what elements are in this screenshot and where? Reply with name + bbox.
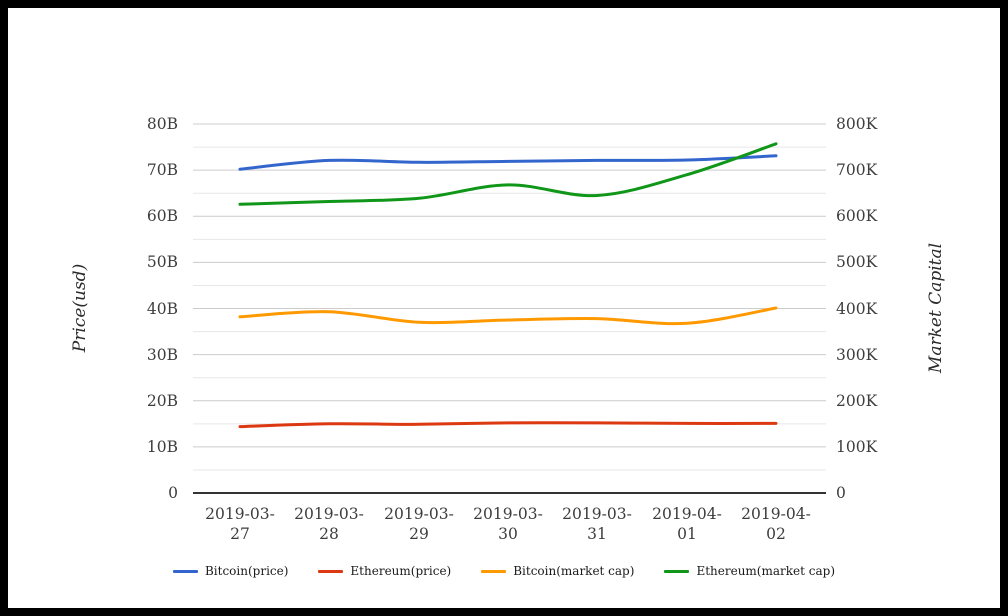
date-line1: 2019-03-: [562, 505, 632, 523]
x-axis-tick-2019-03-28: 2019-03- 28: [281, 504, 377, 544]
right-axis-tick-400k: 400K: [836, 299, 878, 318]
series-line-bitcoin-market-cap: [238, 306, 778, 326]
legend-swatch-ethereum-market-cap: [664, 569, 690, 573]
plot-area: [193, 123, 826, 494]
legend-label: Bitcoin(price): [204, 564, 289, 578]
date-line1: 2019-03-: [384, 505, 454, 523]
left-axis-tick-50b: 50B: [146, 253, 178, 272]
left-axis-tick-60b: 60B: [146, 207, 178, 226]
legend-label: Ethereum(market cap): [696, 564, 835, 578]
left-axis-tick-30b: 30B: [146, 345, 178, 364]
right-axis-tick-700k: 700K: [836, 161, 878, 180]
legend-item-ethereum-market-cap[interactable]: Ethereum(market cap): [664, 564, 835, 578]
legend-item-bitcoin-market-cap[interactable]: Bitcoin(market cap): [481, 564, 634, 578]
right-axis-tick-300k: 300K: [836, 345, 878, 364]
right-axis-tick-200k: 200K: [836, 391, 878, 410]
date-line2: 27: [230, 525, 250, 543]
date-line1: 2019-04-: [741, 505, 811, 523]
x-axis-tick-2019-03-29: 2019-03- 29: [371, 504, 467, 544]
date-line2: 02: [766, 525, 786, 543]
x-axis-tick-2019-03-30: 2019-03- 30: [460, 504, 556, 544]
series-line-ethereum-market-cap: [238, 142, 778, 206]
chart-page: 0 10B 20B 30B 40B 50B 60B 70B 80B 0 100K 200K 300K 4…: [8, 8, 1000, 608]
right-axis-tick-500k: 500K: [836, 253, 878, 272]
date-line1: 2019-03-: [205, 505, 275, 523]
x-axis-tick-2019-04-02: 2019-04- 02: [728, 504, 824, 544]
series-line-bitcoin-price: [238, 154, 778, 171]
left-axis-tick-20b: 20B: [146, 391, 178, 410]
right-axis-tick-0: 0: [836, 484, 846, 502]
series-line-ethereum-price: [238, 421, 778, 429]
chart-legend: Bitcoin(price) Ethereum(price) Bitcoin(mar…: [8, 564, 1000, 578]
legend-swatch-bitcoin-market-cap: [481, 569, 507, 573]
date-line2: 29: [409, 525, 429, 543]
left-axis-tick-80b: 80B: [146, 115, 178, 133]
legend-item-ethereum-price[interactable]: Ethereum(price): [318, 564, 451, 578]
left-axis-title: Price(usd): [70, 263, 90, 353]
legend-label: Bitcoin(market cap): [513, 564, 635, 578]
legend-item-bitcoin-price[interactable]: Bitcoin(price): [172, 564, 289, 578]
left-axis-tick-0: 0: [168, 484, 178, 502]
left-axis-tick-40b: 40B: [146, 299, 178, 318]
left-axis-tick-10b: 10B: [146, 437, 178, 456]
x-axis-tick-2019-03-27: 2019-03- 27: [192, 504, 288, 544]
date-line2: 28: [319, 525, 339, 543]
right-axis-tick-800k: 800K: [836, 115, 878, 133]
left-axis-tick-70b: 70B: [146, 161, 178, 180]
right-axis-title: Market Capital: [926, 242, 946, 374]
x-axis-tick-2019-03-31: 2019-03- 31: [549, 504, 645, 544]
date-line2: 30: [498, 525, 518, 543]
date-line1: 2019-04-: [652, 505, 722, 523]
dual-axis-line-chart: 0 10B 20B 30B 40B 50B 60B 70B 80B 0 100K 200K 300K 4…: [8, 8, 1000, 608]
right-axis-tick-100k: 100K: [836, 437, 878, 456]
legend-swatch-ethereum-price: [318, 569, 344, 573]
right-axis-tick-600k: 600K: [836, 207, 878, 226]
date-line1: 2019-03-: [294, 505, 364, 523]
date-line2: 01: [677, 525, 697, 543]
date-line2: 31: [587, 525, 607, 543]
date-line1: 2019-03-: [473, 505, 543, 523]
legend-swatch-bitcoin-price: [172, 569, 198, 573]
legend-label: Ethereum(price): [350, 564, 452, 578]
x-axis-tick-2019-04-01: 2019-04- 01: [639, 504, 735, 544]
